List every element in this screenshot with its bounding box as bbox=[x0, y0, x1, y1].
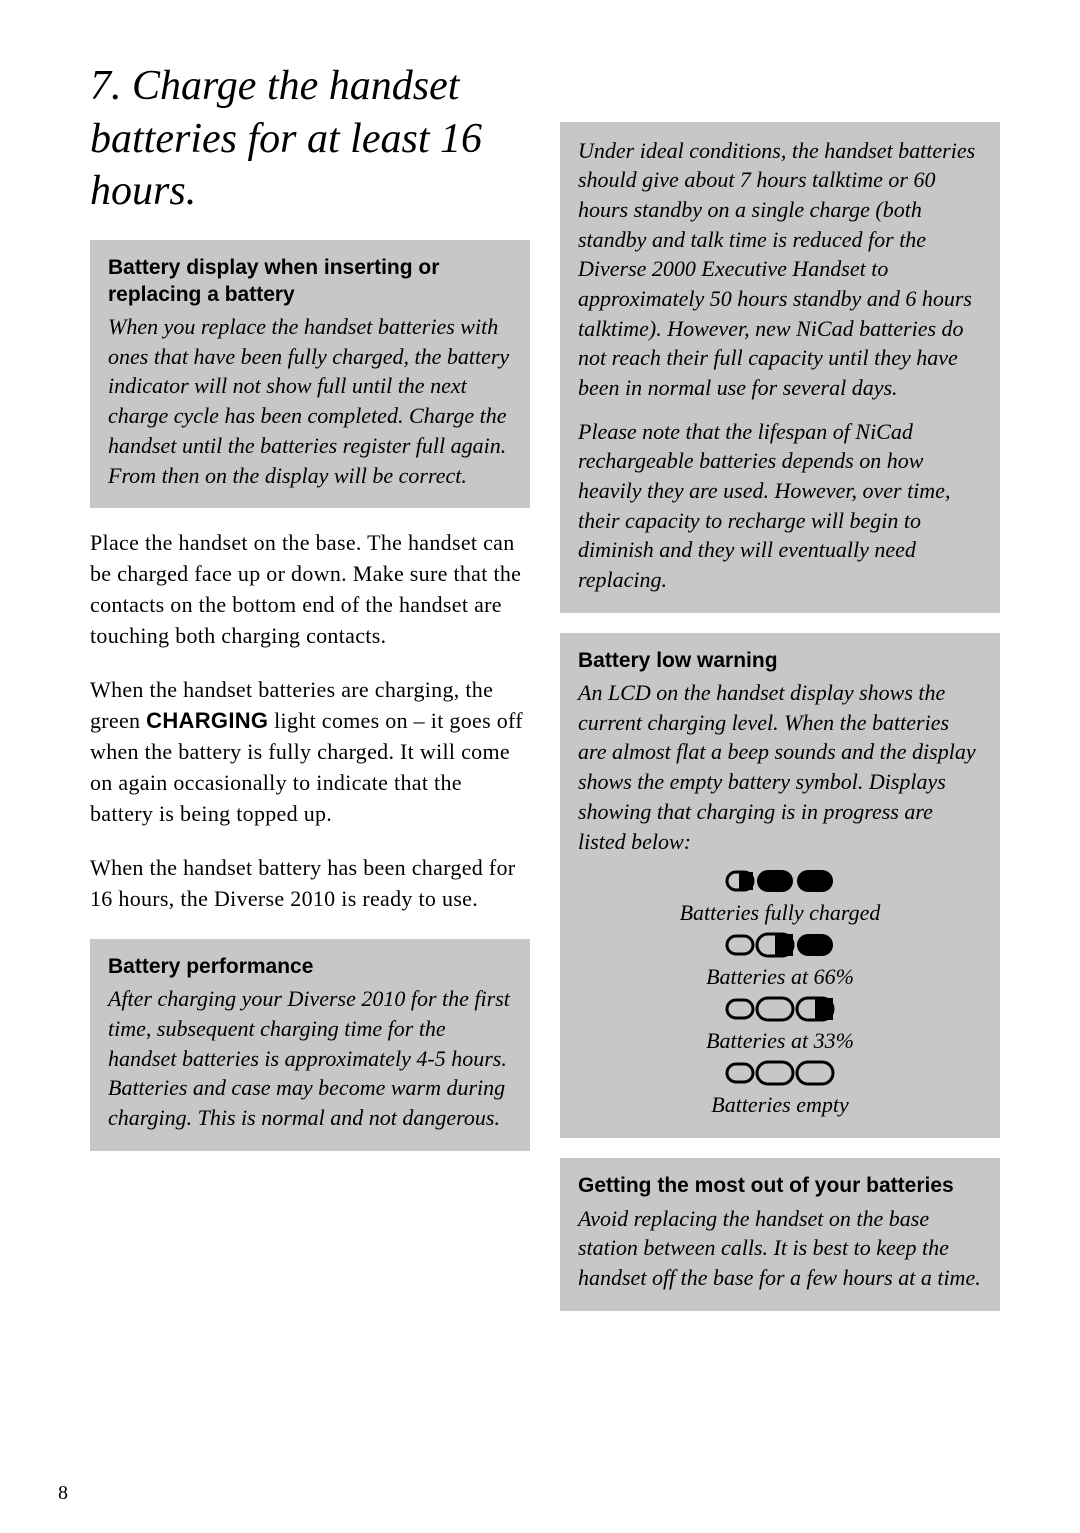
battery-performance-box: Battery performance After charging your … bbox=[90, 939, 530, 1151]
paragraph-charging-light: When the handset batteries are charging,… bbox=[90, 675, 530, 829]
box-heading: Battery performance bbox=[108, 953, 512, 980]
battery-level-diagram: Batteries fully charged Batteries at 66%… bbox=[578, 868, 982, 1120]
page-number: 8 bbox=[58, 1482, 68, 1505]
battery-low-warning-box: Battery low warning An LCD on the handse… bbox=[560, 633, 1000, 1138]
battery-empty-icon bbox=[725, 1060, 835, 1086]
box-body: Avoid replacing the handset on the base … bbox=[578, 1204, 982, 1293]
box-heading: Getting the most out of your batteries bbox=[578, 1172, 982, 1199]
two-column-layout: Battery display when inserting or replac… bbox=[90, 240, 1010, 1311]
box-body: Under ideal conditions, the handset batt… bbox=[578, 136, 982, 403]
right-column: Under ideal conditions, the handset batt… bbox=[560, 240, 1000, 1311]
ideal-conditions-box: Under ideal conditions, the handset batt… bbox=[560, 122, 1000, 613]
charging-label: CHARGING bbox=[146, 708, 268, 733]
battery-full-label: Batteries fully charged bbox=[680, 900, 881, 926]
battery-33-icon bbox=[725, 996, 835, 1022]
battery-empty-label: Batteries empty bbox=[711, 1092, 848, 1118]
box-body: Please note that the lifespan of NiCad r… bbox=[578, 417, 982, 595]
battery-33-label: Batteries at 33% bbox=[706, 1028, 854, 1054]
battery-66-icon bbox=[725, 932, 835, 958]
getting-most-box: Getting the most out of your batteries A… bbox=[560, 1158, 1000, 1310]
box-heading: Battery display when inserting or replac… bbox=[108, 254, 512, 309]
paragraph-place-handset: Place the handset on the base. The hands… bbox=[90, 528, 530, 651]
box-body: An LCD on the handset display shows the … bbox=[578, 678, 982, 856]
box-body: After charging your Diverse 2010 for the… bbox=[108, 984, 512, 1132]
battery-full-icon bbox=[725, 868, 835, 894]
box-body: When you replace the handset batteries w… bbox=[108, 312, 512, 490]
battery-66-label: Batteries at 66% bbox=[706, 964, 854, 990]
page-title: 7. Charge the handset batteries for at l… bbox=[90, 60, 530, 218]
battery-display-box: Battery display when inserting or replac… bbox=[90, 240, 530, 509]
left-column: Battery display when inserting or replac… bbox=[90, 240, 530, 1311]
paragraph-16-hours: When the handset battery has been charge… bbox=[90, 853, 530, 915]
box-heading: Battery low warning bbox=[578, 647, 982, 674]
